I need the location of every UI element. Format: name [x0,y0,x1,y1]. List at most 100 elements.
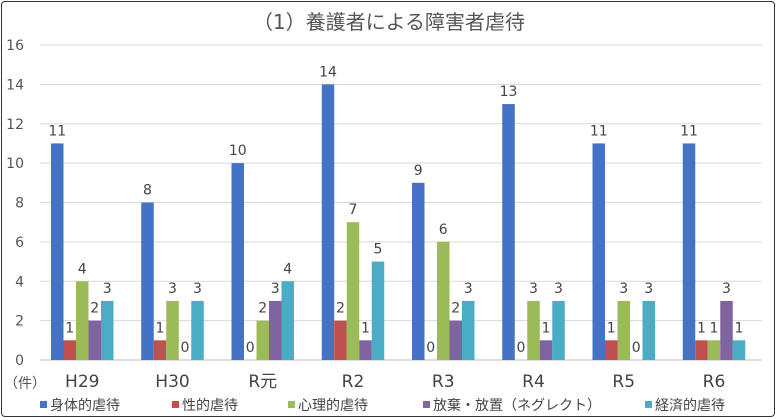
bar [166,300,179,360]
data-label: 1 [542,320,551,336]
bar [191,300,204,360]
bar [321,84,335,360]
legend-swatch [40,401,47,408]
data-label: 9 [414,163,423,179]
chart-title: （1）養護者による障害者虐待 [253,10,525,34]
bar [502,104,515,360]
bar [51,143,64,360]
bar [346,222,360,360]
legend-label: 放棄・放置（ネグレクト） [433,398,601,414]
bar [141,202,154,360]
data-label: 3 [554,281,563,297]
y-tick-label: 10 [6,156,24,172]
data-label: 0 [181,340,190,356]
y-tick-label: 16 [6,38,24,54]
data-label: 0 [246,340,255,356]
bar [76,281,89,360]
legend-swatch [645,401,652,408]
y-tick-label: 0 [15,353,24,369]
bar [707,340,721,360]
data-label: 3 [464,281,473,297]
bar [153,340,167,360]
y-axis-unit-label: （件） [4,376,46,392]
data-label: 3 [168,281,177,297]
bar [617,300,630,360]
legend-swatch [288,401,295,408]
data-label: 2 [336,301,345,317]
data-label: 14 [319,64,337,80]
data-label: 3 [644,281,653,297]
data-label: 11 [680,123,698,139]
y-tick-label: 12 [6,117,24,133]
y-tick-label: 8 [15,196,24,212]
data-label: 1 [361,320,370,336]
data-label: 1 [697,320,706,336]
bar [334,320,347,360]
data-label: 1 [735,320,744,336]
bar [592,143,605,360]
data-label: 3 [103,281,112,297]
data-label: 5 [374,242,383,258]
bar [359,340,372,360]
data-label: 3 [529,281,538,297]
bar [682,143,696,360]
y-tick-label: 14 [6,77,24,93]
data-label: 8 [143,183,152,199]
data-label: 0 [632,340,641,356]
data-label: 1 [156,320,165,336]
x-tick-label: R5 [612,372,635,392]
bar [412,182,425,360]
data-label: 1 [607,320,616,336]
legend-label: 経済的虐待 [655,398,725,414]
data-label: 7 [349,202,358,218]
bar [281,281,294,360]
x-tick-label: R2 [342,372,365,392]
bar [256,320,269,360]
bar [552,300,565,360]
bar [101,300,114,360]
data-label: 1 [710,320,719,336]
data-label: 11 [48,123,66,139]
bar [437,241,450,360]
y-tick-label: 6 [15,235,24,251]
bar [231,163,244,360]
bar [539,340,553,360]
x-tick-label: R4 [522,372,545,392]
data-label: 3 [193,281,202,297]
data-label: 11 [590,123,608,139]
data-label: 1 [65,320,74,336]
legend-swatch [172,401,179,408]
data-label: 3 [271,281,280,297]
legend-label: 身体的虐待 [50,398,120,414]
bar [720,300,733,360]
data-label: 6 [439,222,448,238]
x-tick-label: R元 [248,372,277,392]
data-label: 13 [500,84,518,100]
x-tick-label: H30 [155,372,189,392]
bar [605,340,618,360]
bar [371,261,385,360]
bar [88,320,101,360]
data-label: 2 [258,301,267,317]
x-tick-label: H29 [65,372,99,392]
data-label: 4 [283,261,292,277]
bar [527,300,540,360]
data-label: 2 [451,301,460,317]
data-label: 3 [619,281,628,297]
x-tick-label: R6 [703,372,726,392]
bar [63,340,76,360]
legend-label: 性的虐待 [182,398,238,414]
y-tick-label: 2 [15,314,24,330]
bar [269,300,282,360]
bar [732,340,746,360]
bar [642,300,655,360]
data-label: 2 [90,301,99,317]
data-label: 4 [78,261,87,277]
data-label: 10 [229,143,247,159]
data-label: 0 [426,340,435,356]
legend-swatch [423,401,430,408]
bar [462,300,475,360]
bar [449,320,462,360]
